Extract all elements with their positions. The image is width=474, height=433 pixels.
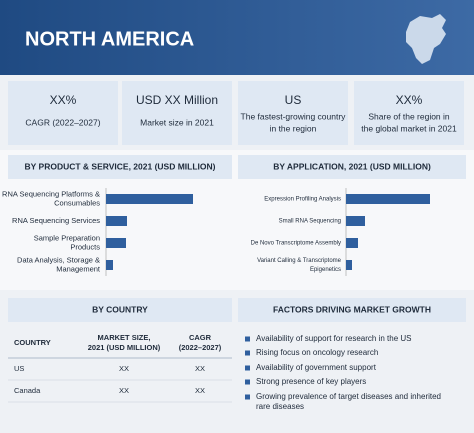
- table-cell: XX: [119, 364, 129, 373]
- stat-value: US: [285, 93, 302, 107]
- bar: [106, 260, 113, 270]
- stat-value: XX%: [50, 93, 77, 107]
- bar-label: Epigenetics: [310, 267, 341, 273]
- stat-box: [8, 81, 118, 145]
- bullet: [245, 379, 250, 385]
- bar-label: Expression Profiling Analysis: [264, 197, 341, 203]
- stat-box: [122, 81, 232, 145]
- bar: [106, 194, 193, 204]
- bar: [346, 260, 352, 270]
- bullet: [245, 394, 250, 400]
- section-title: BY PRODUCT & SERVICE, 2021 (USD MILLION): [25, 161, 216, 171]
- factor-text: Availability of government support: [256, 363, 377, 372]
- table-header: COUNTRY: [14, 338, 51, 347]
- factor-text: Strong presence of key players: [256, 377, 366, 386]
- table-header: CAGR: [189, 333, 212, 342]
- stat-label: Market size in 2021: [140, 117, 214, 127]
- section-header: [8, 155, 232, 179]
- section-title: BY COUNTRY: [92, 304, 148, 314]
- section-title: FACTORS DRIVING MARKET GROWTH: [273, 304, 431, 314]
- page-title: NORTH AMERICA: [25, 28, 194, 50]
- bar: [106, 216, 127, 226]
- bar: [346, 216, 365, 226]
- stat-value: USD XX Million: [136, 93, 218, 107]
- bar: [346, 194, 430, 204]
- section-header: [8, 298, 232, 322]
- stat-label: the global market in 2021: [361, 123, 457, 133]
- stat-box: [238, 81, 348, 145]
- table-header: MARKET SIZE,: [98, 333, 151, 342]
- bar-label: Small RNA Sequencing: [279, 219, 341, 225]
- bar-label: RNA Sequencing Services: [12, 216, 100, 225]
- stat-box: [354, 81, 464, 145]
- header-band: [0, 0, 474, 75]
- table-cell: US: [14, 364, 24, 373]
- stat-label: CAGR (2022–2027): [25, 117, 100, 127]
- section-header: [238, 298, 466, 322]
- bullet: [245, 350, 250, 356]
- bullet: [245, 365, 250, 371]
- stat-label: in the region: [270, 123, 317, 133]
- factor-text: rare diseases: [256, 402, 304, 411]
- bar-label: Data Analysis, Storage &: [17, 255, 100, 264]
- bar-label: Management: [56, 264, 101, 273]
- factor-text: Availability of support for research in …: [256, 334, 411, 343]
- stat-label: Share of the region in: [368, 111, 450, 121]
- factor-text: Rising focus on oncology research: [256, 348, 378, 357]
- stat-value: XX%: [396, 93, 423, 107]
- table-cell: XX: [195, 364, 205, 373]
- bar-label: Variant Calling & Transcriptome: [257, 258, 342, 264]
- bar: [346, 238, 358, 248]
- bar-label: Consumables: [54, 198, 100, 207]
- table-cell: Canada: [14, 386, 41, 395]
- table-cell: XX: [119, 386, 129, 395]
- bar-label: De Novo Transcriptome Assembly: [251, 241, 341, 247]
- bar-label: RNA Sequencing Platforms &: [2, 189, 100, 198]
- table-cell: XX: [195, 386, 205, 395]
- table-header: (2022–2027): [179, 343, 222, 352]
- bar-label: Sample Preparation: [34, 233, 100, 242]
- section-title: BY APPLICATION, 2021 (USD MILLION): [273, 161, 431, 171]
- bullet: [245, 336, 250, 342]
- factor-text: Growing prevalence of target diseases an…: [256, 392, 441, 401]
- table-header: 2021 (USD MILLION): [88, 343, 161, 352]
- stat-label: The fastest-growing country: [241, 111, 347, 121]
- bar-label: Products: [70, 242, 100, 251]
- section-header: [238, 155, 466, 179]
- map-icon: [406, 14, 446, 64]
- bar: [106, 238, 126, 248]
